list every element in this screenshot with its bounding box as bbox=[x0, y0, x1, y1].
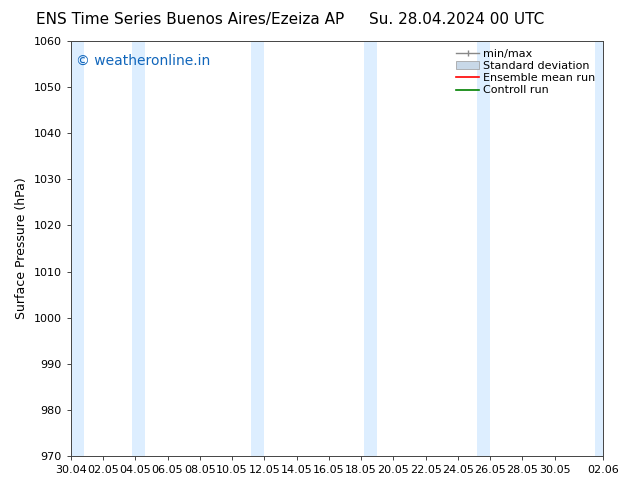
Legend: min/max, Standard deviation, Ensemble mean run, Controll run: min/max, Standard deviation, Ensemble me… bbox=[454, 47, 598, 98]
Bar bbox=[477, 41, 490, 456]
Bar bbox=[132, 41, 145, 456]
Bar bbox=[595, 41, 603, 456]
Bar bbox=[365, 41, 377, 456]
Bar bbox=[252, 41, 264, 456]
Text: ENS Time Series Buenos Aires/Ezeiza AP: ENS Time Series Buenos Aires/Ezeiza AP bbox=[36, 12, 344, 27]
Text: Su. 28.04.2024 00 UTC: Su. 28.04.2024 00 UTC bbox=[369, 12, 544, 27]
Y-axis label: Surface Pressure (hPa): Surface Pressure (hPa) bbox=[15, 178, 28, 319]
Text: © weatheronline.in: © weatheronline.in bbox=[76, 53, 210, 68]
Bar bbox=[71, 41, 84, 456]
